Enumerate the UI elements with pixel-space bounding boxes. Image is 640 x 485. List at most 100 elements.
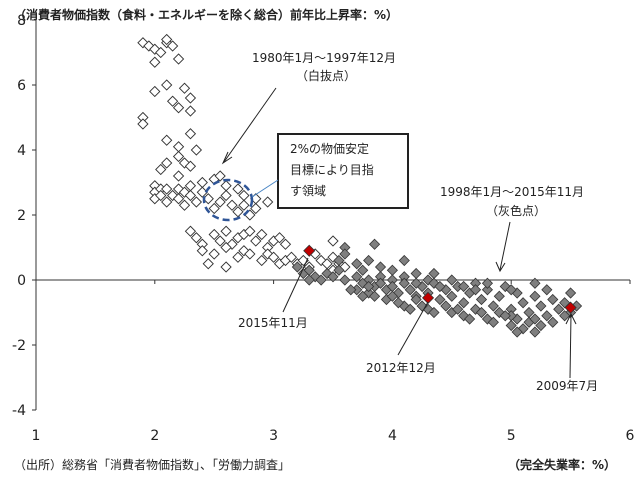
data-point bbox=[161, 157, 173, 169]
data-point bbox=[535, 300, 547, 312]
data-point bbox=[410, 293, 422, 306]
data-point bbox=[339, 248, 351, 260]
annotation-open-sub: （白抜点） bbox=[296, 68, 356, 83]
data-point bbox=[161, 33, 173, 46]
source-note: （出所）総務省「消費者物価指数」、「労働力調査」 bbox=[14, 457, 290, 472]
data-point bbox=[184, 225, 197, 237]
annotation-gray-sub: （灰色点） bbox=[486, 204, 546, 218]
data-point bbox=[369, 290, 381, 302]
y-tick-label: 0 bbox=[17, 273, 26, 289]
data-point bbox=[178, 199, 191, 211]
data-point bbox=[155, 163, 167, 176]
data-point bbox=[220, 241, 232, 254]
data-point bbox=[339, 274, 351, 286]
data-point bbox=[220, 225, 232, 237]
x-tick-label: 6 bbox=[626, 428, 635, 444]
data-point bbox=[250, 202, 262, 215]
data-point bbox=[517, 297, 529, 309]
data-point bbox=[184, 189, 197, 202]
data-point bbox=[481, 277, 494, 289]
data-point bbox=[196, 176, 208, 189]
data-point bbox=[250, 235, 262, 247]
data-point bbox=[464, 313, 476, 325]
data-point bbox=[369, 238, 381, 250]
data-point bbox=[327, 235, 339, 247]
data-point bbox=[244, 225, 256, 237]
data-point bbox=[196, 245, 208, 257]
tick-labels: -4 -2 0 2 4 6 8 1 2 3 4 5 6 bbox=[12, 13, 635, 444]
data-point bbox=[220, 261, 232, 273]
data-point bbox=[404, 284, 416, 296]
data-point bbox=[529, 277, 541, 289]
data-point bbox=[161, 196, 173, 208]
data-point bbox=[172, 193, 185, 205]
data-point bbox=[285, 251, 298, 263]
data-point bbox=[190, 144, 203, 156]
data-point bbox=[446, 290, 458, 302]
callout-2012-label: 2012年12月 bbox=[366, 361, 436, 375]
data-point bbox=[374, 261, 387, 273]
annotation-open-arrowhead bbox=[221, 151, 233, 165]
series-1998-2015 bbox=[291, 238, 583, 338]
data-point bbox=[475, 306, 488, 319]
data-point bbox=[529, 290, 541, 302]
x-tick-label: 4 bbox=[388, 428, 397, 444]
data-point bbox=[232, 206, 244, 218]
data-point bbox=[410, 277, 422, 289]
data-point bbox=[161, 183, 173, 195]
annotation-gray-arrow bbox=[499, 221, 511, 271]
data-point bbox=[214, 235, 226, 247]
target-box-pointer bbox=[251, 179, 279, 198]
data-point bbox=[137, 118, 149, 130]
data-point bbox=[398, 277, 410, 289]
data-point bbox=[351, 258, 363, 270]
x-tick-label: 3 bbox=[269, 428, 278, 444]
data-point bbox=[291, 261, 303, 273]
data-point bbox=[505, 284, 517, 296]
target-box bbox=[277, 133, 409, 209]
data-point bbox=[541, 284, 553, 296]
data-point bbox=[428, 306, 440, 319]
data-point bbox=[202, 258, 214, 270]
data-point bbox=[161, 134, 173, 146]
annotation-gray-period: 1998年1月～2015年11月 bbox=[440, 185, 584, 199]
y-tick-label: 2 bbox=[17, 208, 26, 224]
callout-2009-arrowhead bbox=[565, 312, 577, 325]
y-tick-label: 6 bbox=[17, 78, 26, 94]
target-box-line-3: す領域 bbox=[290, 183, 326, 198]
data-point bbox=[404, 303, 416, 315]
data-point bbox=[511, 326, 523, 338]
data-point bbox=[238, 199, 250, 211]
data-point bbox=[487, 316, 499, 328]
y-tick-label: -2 bbox=[12, 338, 26, 354]
data-point bbox=[475, 293, 488, 306]
data-point bbox=[155, 189, 167, 202]
data-point bbox=[553, 303, 565, 315]
data-point bbox=[149, 85, 161, 98]
data-point bbox=[565, 287, 577, 299]
data-point bbox=[161, 79, 173, 91]
callout-2012-line bbox=[397, 301, 429, 356]
data-point bbox=[547, 316, 559, 328]
data-point bbox=[172, 170, 185, 182]
data-point bbox=[315, 274, 327, 286]
data-point bbox=[458, 280, 470, 293]
data-point bbox=[214, 170, 226, 182]
data-point bbox=[208, 228, 220, 241]
callout-2015-label: 2015年11月 bbox=[238, 316, 308, 330]
data-point bbox=[172, 150, 185, 163]
data-point bbox=[458, 297, 470, 309]
data-point bbox=[499, 310, 511, 322]
data-point bbox=[155, 46, 167, 59]
y-tick-label: -4 bbox=[12, 403, 26, 419]
data-point bbox=[469, 284, 482, 296]
data-point bbox=[357, 290, 369, 302]
data-point bbox=[505, 319, 517, 332]
data-point bbox=[256, 254, 268, 267]
data-point bbox=[386, 290, 398, 302]
annotation-gray-arrowhead bbox=[495, 261, 506, 273]
data-point bbox=[220, 180, 232, 192]
data-point bbox=[184, 160, 197, 172]
